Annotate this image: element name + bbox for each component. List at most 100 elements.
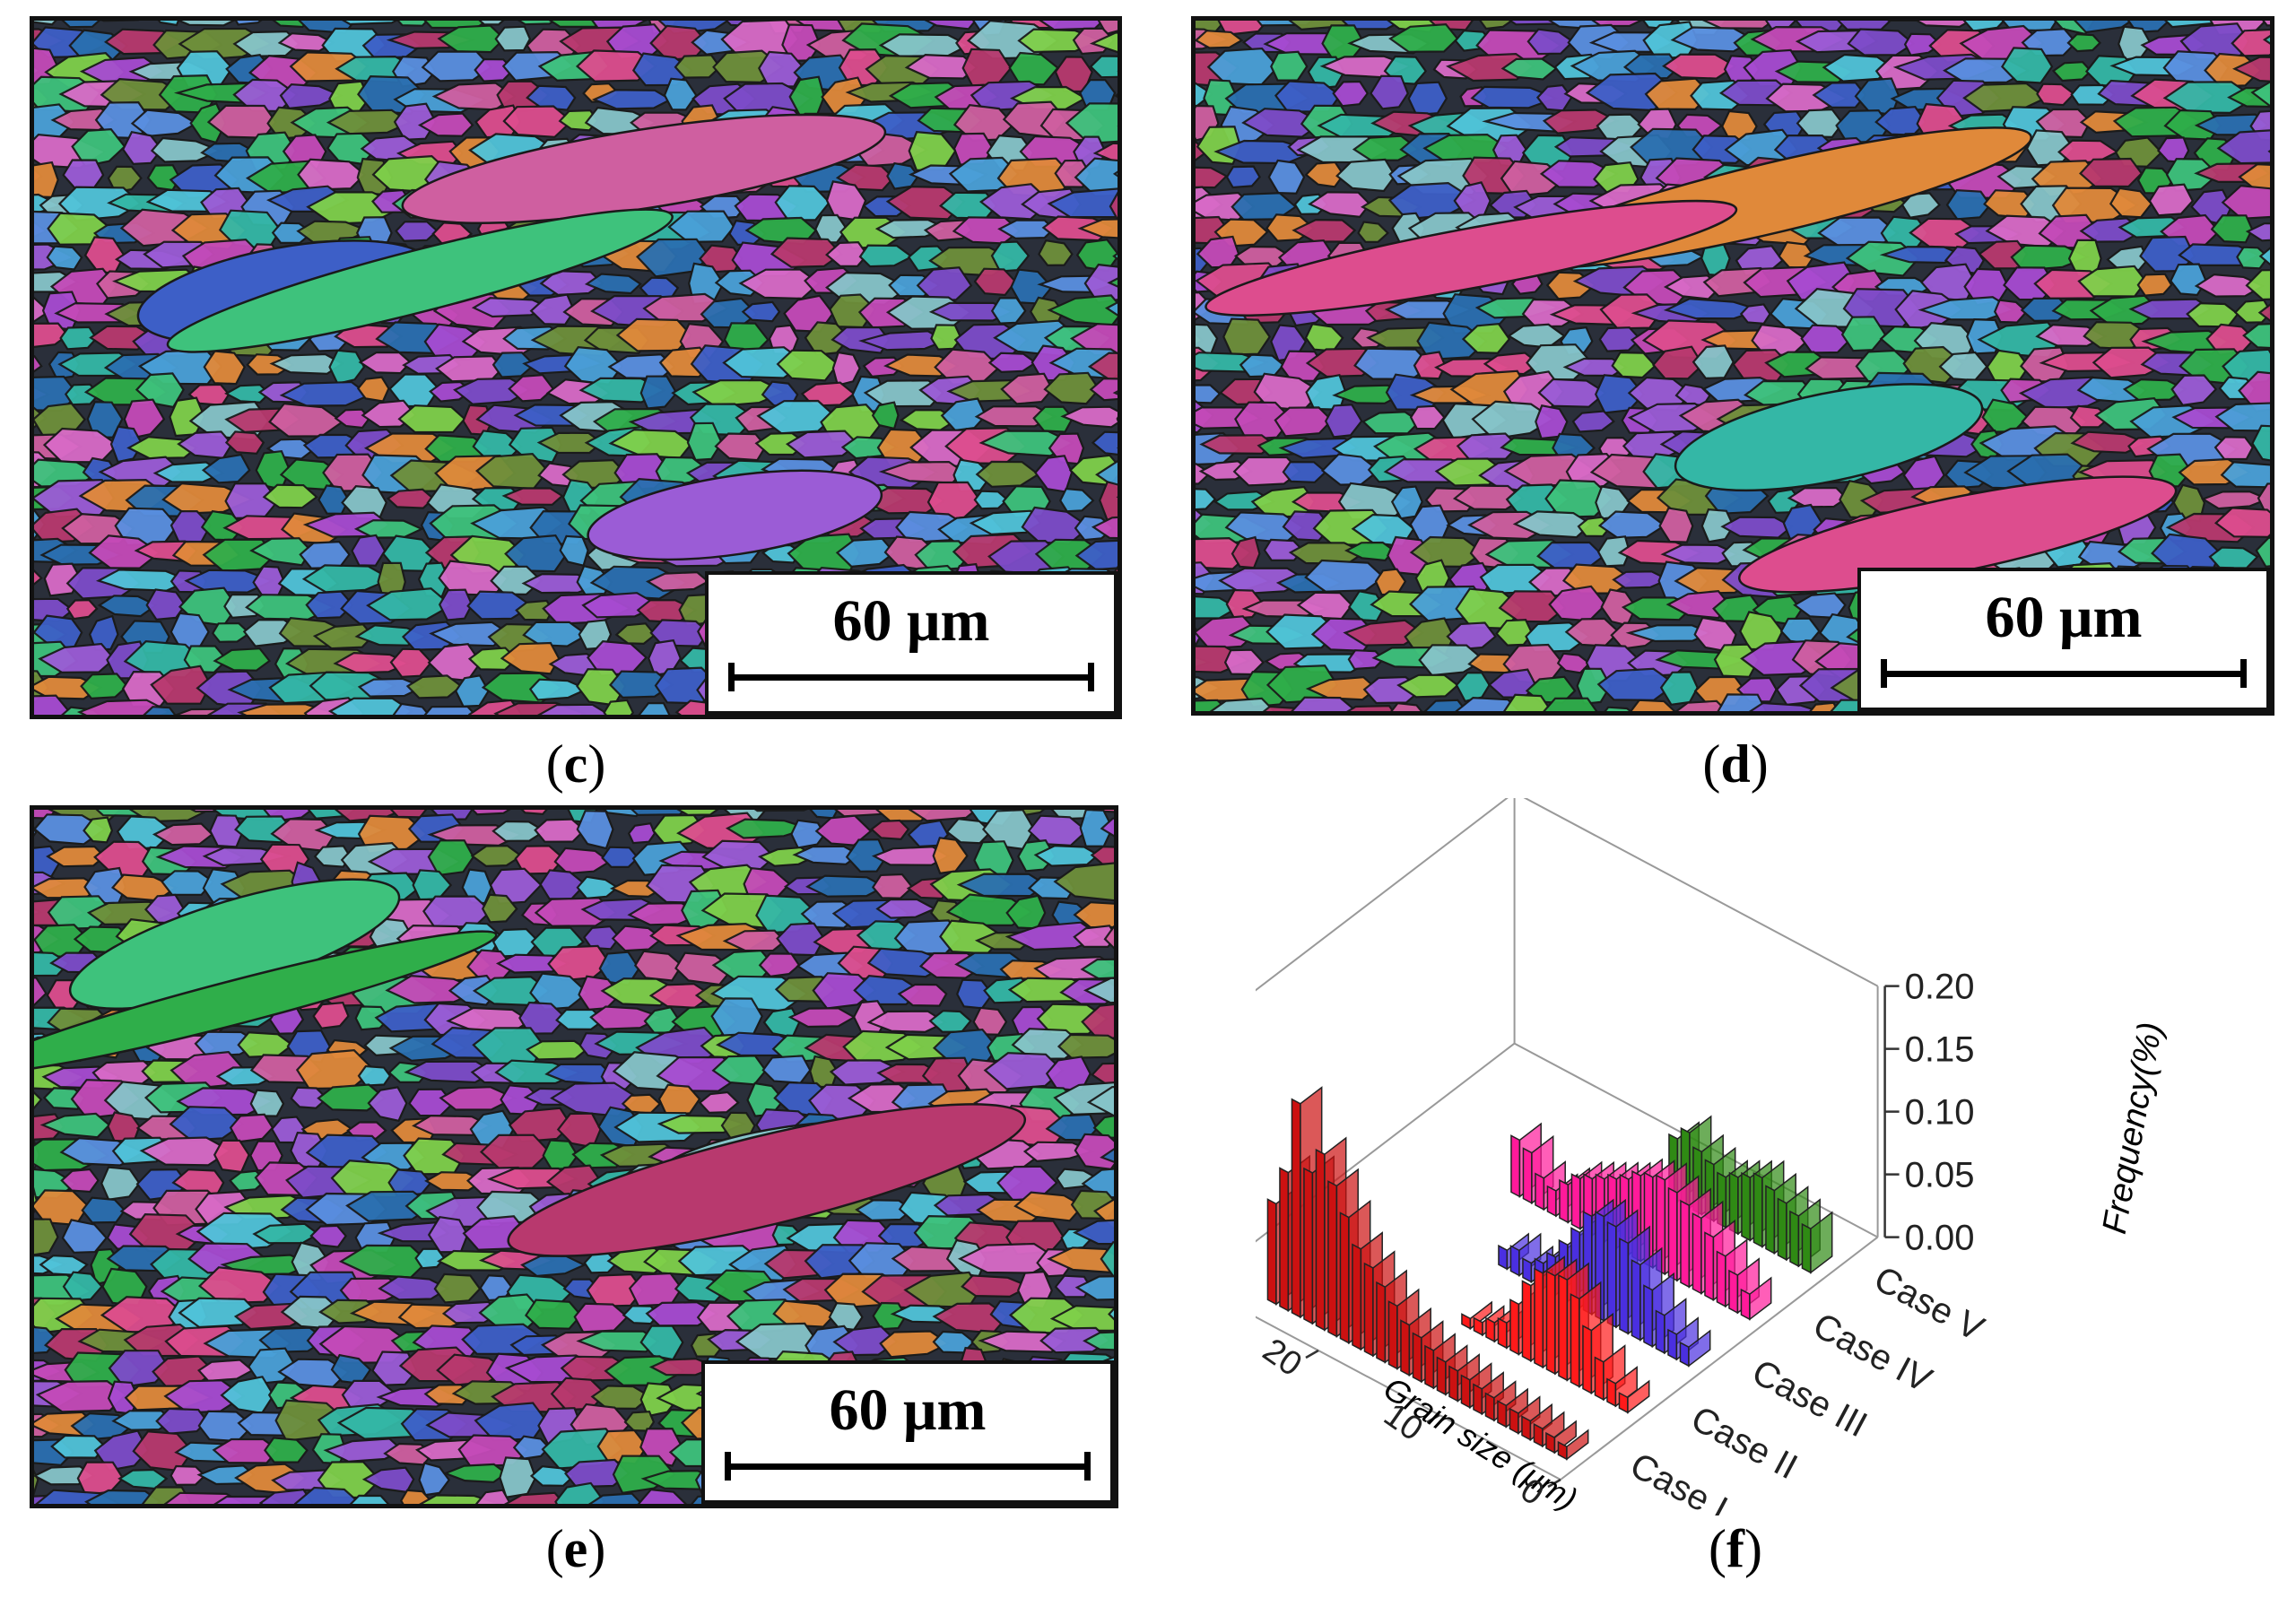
grain (1670, 26, 1757, 53)
grain (212, 1437, 280, 1464)
grain (1748, 701, 1822, 711)
grain (529, 972, 589, 1011)
grain (213, 647, 272, 672)
grain (2035, 108, 2092, 139)
grain (1544, 479, 1614, 519)
grain (2020, 297, 2072, 323)
grain (399, 1489, 432, 1504)
scale-bar-tick (1084, 1452, 1091, 1481)
grain (97, 595, 159, 618)
grain (870, 819, 910, 840)
grain (1049, 1305, 1114, 1332)
bar (1789, 1210, 1800, 1268)
grain (1089, 55, 1118, 79)
grain (1537, 378, 1608, 408)
grain (792, 845, 861, 865)
grain (1900, 192, 1942, 219)
grain (1114, 92, 1118, 99)
grain (71, 127, 126, 168)
grain (224, 384, 271, 404)
grain (961, 1274, 1032, 1298)
case-label: Case V (1868, 1259, 1991, 1350)
caption-f: (f) (1709, 1519, 1762, 1578)
grain (1282, 460, 1327, 484)
grain (1470, 85, 1559, 109)
grain (1196, 463, 1212, 485)
grain (879, 1330, 951, 1359)
grain (2213, 436, 2254, 461)
grain (34, 296, 51, 323)
bar (1266, 1198, 1277, 1306)
grain (454, 674, 490, 708)
grain (983, 1052, 1065, 1090)
bar (1765, 1185, 1776, 1255)
grain (46, 245, 83, 271)
grain (1446, 621, 1497, 651)
scale-bar-tick (728, 663, 735, 691)
grain (1416, 321, 1489, 361)
grain (972, 1006, 1008, 1036)
grain (2221, 184, 2270, 220)
grain (152, 822, 214, 847)
grain (1100, 817, 1114, 838)
bar (1484, 1392, 1495, 1422)
grain (279, 83, 344, 109)
grain (1324, 404, 1363, 439)
grain (65, 598, 99, 621)
grain (1660, 543, 1741, 565)
caption-c: (c) (545, 734, 606, 794)
grain (536, 431, 604, 455)
bar (1509, 1245, 1520, 1277)
grain (691, 378, 788, 408)
grain (470, 844, 524, 868)
ebsd-map-d: 60 μm (1191, 16, 2274, 716)
grain (1081, 1003, 1114, 1041)
grain (524, 1298, 583, 1330)
grain (467, 647, 518, 671)
grain (1630, 699, 1676, 711)
grain (1225, 165, 1261, 189)
grain (1352, 135, 1421, 161)
grain (508, 1107, 572, 1143)
grain (973, 267, 1017, 297)
grain (1596, 535, 1631, 568)
grain (611, 925, 664, 952)
grain (1090, 845, 1114, 865)
caption-d: (d) (1702, 734, 1769, 794)
grain (584, 273, 642, 295)
grain (586, 1272, 645, 1307)
bar (1631, 1259, 1641, 1342)
bar (1436, 1356, 1447, 1396)
grain (845, 838, 888, 873)
grain (474, 1489, 512, 1504)
grain (367, 1086, 408, 1123)
grain (924, 21, 978, 30)
bar (1485, 1316, 1496, 1343)
grain (342, 21, 398, 26)
bar (1680, 1199, 1691, 1289)
grain (2051, 61, 2092, 83)
grain (107, 165, 143, 194)
grain-map-e (34, 810, 1114, 1504)
grain (758, 952, 801, 978)
grain (224, 430, 265, 455)
grain (529, 1465, 576, 1487)
grain (354, 1005, 391, 1031)
grain (414, 1247, 446, 1270)
bar (1534, 1267, 1544, 1369)
grain (2257, 482, 2270, 517)
grain (2122, 378, 2187, 402)
grain (1305, 675, 1378, 701)
grain (262, 483, 318, 509)
box-edge (1256, 1042, 1516, 1243)
grain (84, 1489, 162, 1504)
grain (2232, 56, 2270, 83)
grain (264, 1437, 309, 1463)
grain (553, 847, 612, 875)
grain (1054, 1274, 1091, 1298)
grain (1604, 706, 1632, 711)
grain (657, 1083, 701, 1116)
bar (1412, 1332, 1422, 1384)
bar (1777, 1197, 1787, 1262)
grain (1611, 351, 1657, 379)
